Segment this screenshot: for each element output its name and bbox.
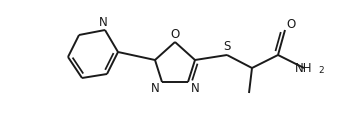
FancyBboxPatch shape <box>303 62 321 74</box>
FancyBboxPatch shape <box>287 18 295 30</box>
Text: NH: NH <box>294 61 312 74</box>
FancyBboxPatch shape <box>99 17 107 29</box>
FancyBboxPatch shape <box>191 83 199 95</box>
Text: N: N <box>98 17 108 29</box>
Text: O: O <box>171 28 180 41</box>
Text: 2: 2 <box>318 66 324 75</box>
Text: N: N <box>151 83 159 96</box>
FancyBboxPatch shape <box>171 29 179 41</box>
Text: O: O <box>286 18 295 30</box>
FancyBboxPatch shape <box>151 83 159 95</box>
Text: S: S <box>223 40 231 54</box>
Text: N: N <box>191 83 199 96</box>
FancyBboxPatch shape <box>223 41 231 53</box>
